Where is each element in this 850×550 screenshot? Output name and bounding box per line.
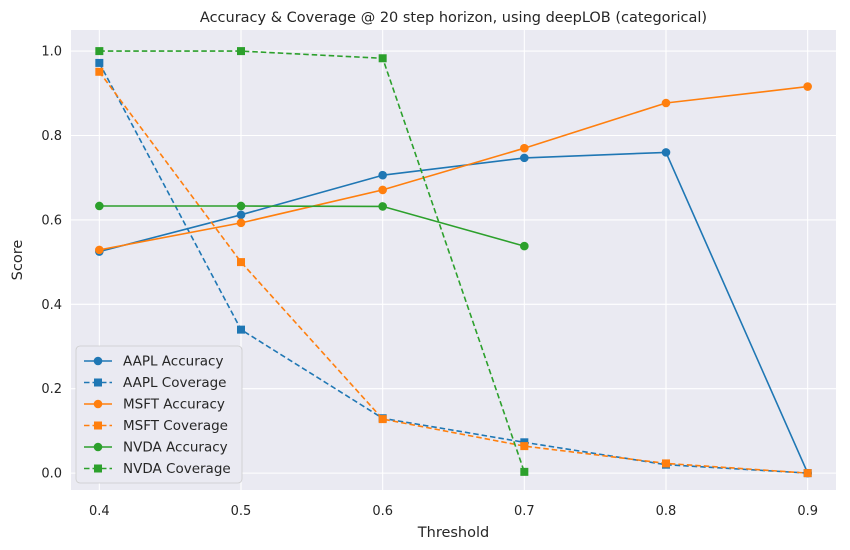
series-line-msft-accuracy (99, 85, 808, 251)
data-point (95, 67, 104, 76)
legend-marker (93, 399, 103, 409)
data-point (520, 467, 529, 476)
data-point (95, 245, 104, 255)
series-nvda-accuracy (95, 201, 529, 251)
legend-marker (93, 356, 103, 366)
data-point (236, 218, 246, 228)
data-point (520, 241, 529, 251)
data-point (378, 202, 387, 211)
y-tick-label: 0.8 (41, 129, 62, 144)
data-point (95, 58, 104, 67)
legend-label: NVDA Accuracy (123, 440, 228, 456)
series-msft-coverage (95, 67, 812, 478)
x-tick-label: 0.7 (514, 504, 535, 519)
legend-entry: AAPL Accuracy (84, 354, 223, 370)
legend-label: AAPL Coverage (123, 375, 226, 391)
series-line-nvda-coverage (99, 50, 526, 473)
data-point (661, 98, 671, 108)
series-layer (95, 47, 812, 478)
legend-entry: MSFT Coverage (84, 418, 228, 434)
x-axis-label: Threshold (417, 525, 489, 541)
legend-entry: MSFT Accuracy (84, 397, 225, 413)
legend-entry: NVDA Coverage (84, 461, 231, 477)
x-tick-label: 0.9 (797, 504, 818, 519)
tick-labels: 0.4 0.5 0.6 0.7 0.8 0.9 0.0 0.2 0.4 0.6 0.8 1.0 (41, 45, 818, 519)
legend: AAPL Accuracy AAPL Coverage MSFT Accuracy M… (75, 345, 243, 484)
x-tick-label: 0.4 (89, 504, 110, 519)
y-axis-label: Score (10, 240, 26, 281)
y-tick-label: 0.4 (41, 298, 62, 313)
data-point (520, 143, 529, 153)
data-point (95, 47, 104, 56)
legend-marker (93, 442, 103, 452)
series-line-aapl-accuracy (99, 151, 809, 474)
data-point (661, 148, 671, 157)
series-line-aapl-coverage (98, 62, 808, 474)
legend-entry: AAPL Coverage (84, 375, 226, 391)
legend-marker (94, 464, 102, 473)
x-tick-label: 0.5 (231, 504, 252, 519)
legend-label: MSFT Accuracy (123, 397, 225, 413)
legend-label: AAPL Accuracy (123, 354, 223, 370)
legend-marker (94, 378, 102, 387)
legend-box (75, 345, 243, 484)
data-point (378, 170, 387, 180)
series-nvda-coverage (95, 47, 529, 476)
series-line-msft-coverage (98, 71, 808, 474)
data-point (378, 415, 387, 424)
y-tick-label: 0.6 (41, 213, 62, 228)
y-tick-label: 0.0 (41, 467, 62, 482)
legend-label: MSFT Coverage (123, 418, 228, 434)
y-tick-label: 0.2 (41, 382, 62, 397)
x-tick-label: 0.6 (372, 504, 393, 519)
data-point (237, 258, 245, 267)
data-point (237, 325, 245, 334)
data-point (378, 54, 387, 63)
series-line-nvda-accuracy (99, 205, 525, 247)
data-point (520, 153, 529, 163)
series-msft-accuracy (95, 82, 812, 255)
data-point (378, 185, 387, 195)
legend-label: NVDA Coverage (123, 461, 231, 477)
data-point (662, 459, 670, 468)
legend-entry: NVDA Accuracy (84, 440, 228, 456)
data-point (237, 47, 245, 56)
data-point (520, 442, 529, 451)
y-tick-label: 1.0 (41, 45, 62, 60)
legend-marker (94, 421, 102, 430)
data-point (236, 210, 246, 220)
data-point (803, 469, 812, 478)
data-point (236, 201, 246, 211)
x-tick-label: 0.8 (656, 504, 677, 519)
data-point (803, 82, 812, 91)
chart-title: Accuracy & Coverage @ 20 step horizon, u… (200, 10, 707, 26)
data-point (95, 201, 104, 211)
